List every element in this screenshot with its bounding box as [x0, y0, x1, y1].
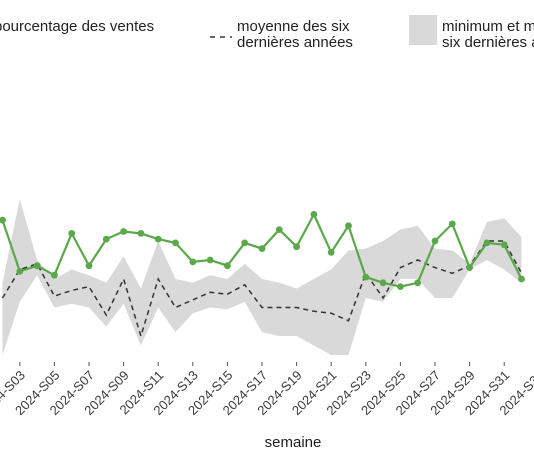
sales-point	[258, 245, 266, 253]
sales-point	[379, 279, 387, 287]
x-axis: 2024-S032024-S052024-S072024-S092024-S11…	[0, 368, 534, 418]
sales-point	[172, 239, 179, 247]
sales-point	[345, 222, 352, 230]
sales-point	[310, 211, 318, 218]
legend-label-band: minimum et maximum des six dernières ann…	[442, 18, 534, 51]
legend-item-sales: pourcentage des ventes	[0, 18, 154, 35]
sales-point	[137, 230, 145, 237]
legend-label-band-line-1: minimum et maximum des	[442, 18, 534, 35]
plot-area	[0, 199, 525, 366]
sales-point	[85, 262, 93, 270]
sales-point	[293, 243, 300, 251]
legend-item-average: moyenne des six dernières années	[210, 18, 354, 51]
sales-point	[518, 275, 525, 283]
sales-point	[431, 237, 439, 245]
sales-point	[16, 268, 24, 275]
sales-point	[102, 235, 110, 243]
average-line	[1, 240, 523, 339]
legend-label-band-line-2: six dernières années	[442, 34, 534, 51]
x-axis-title: semaine	[265, 434, 322, 451]
sales-point	[0, 216, 6, 224]
sales-point	[414, 279, 422, 287]
sales-point	[206, 256, 214, 264]
sales-point	[362, 273, 370, 281]
sales-point	[51, 271, 58, 279]
sales-point	[33, 262, 41, 270]
sales-point	[327, 249, 335, 256]
legend-label-average-line-2: dernières années	[237, 34, 353, 51]
sales-point	[224, 262, 231, 270]
sales-point	[500, 241, 508, 249]
legend-label-average: moyenne des six dernières années	[237, 18, 354, 51]
sales-point	[189, 258, 197, 266]
sales-point	[397, 283, 404, 290]
min-max-band	[2, 199, 522, 355]
legend: pourcentage des ventes moyenne des six d…	[0, 15, 534, 51]
sales-point	[275, 226, 283, 234]
sales-point	[120, 228, 127, 235]
sales-point	[154, 235, 162, 243]
legend-item-band: minimum et maximum des six dernières ann…	[409, 15, 534, 51]
sales-point	[448, 220, 456, 228]
legend-label-sales: pourcentage des ventes	[0, 18, 154, 35]
sales-point	[466, 264, 473, 271]
sales-point	[68, 230, 76, 237]
legend-key-band	[409, 15, 437, 45]
sales-point	[483, 239, 491, 247]
sales-point	[241, 239, 249, 247]
legend-label-average-line-1: moyenne des six	[237, 18, 350, 35]
